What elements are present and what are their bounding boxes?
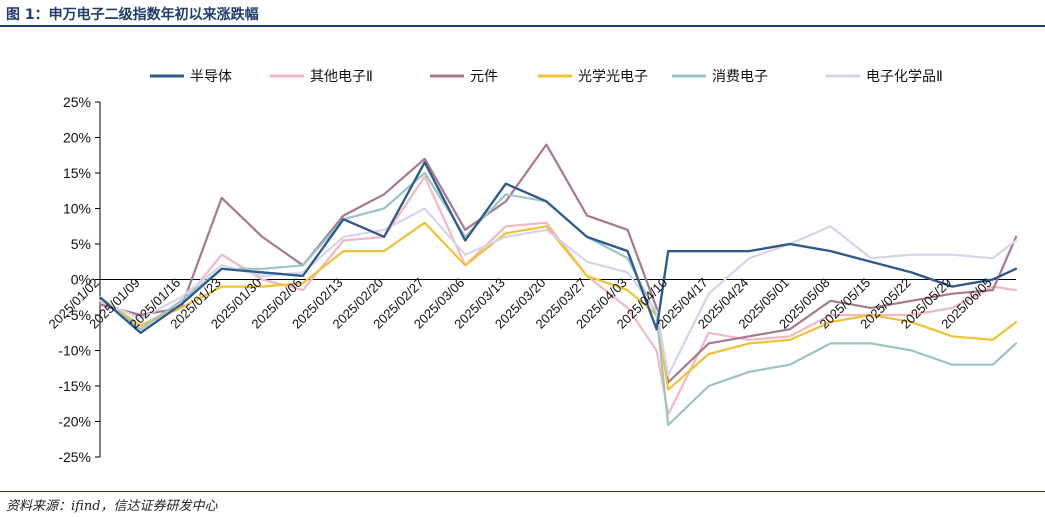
figure-title: 图 1：申万电子二级指数年初以来涨跌幅 (6, 7, 259, 23)
legend-label-2: 元件 (470, 69, 498, 85)
y-tick-label: -5% (66, 307, 91, 323)
legend-label-0: 半导体 (190, 69, 232, 85)
top-rule (0, 25, 1045, 27)
y-tick-label: 5% (71, 236, 91, 252)
line-chart: 半导体 其他电子Ⅱ 元件 光学光电子 消费电子 电子化学品Ⅱ 25% 20% 15% 10% 5%… (45, 69, 1018, 465)
plot-area: 25%20%15%10%5%0%-5%-10%-15%-20%-25%2025/… (45, 94, 1018, 465)
y-tick-label: 0% (71, 272, 91, 288)
y-tick-label: -20% (58, 414, 91, 430)
y-tick-label: 15% (63, 165, 91, 181)
bottom-rule (0, 491, 1045, 492)
series-line-2 (98, 143, 1018, 384)
y-tick-label: 25% (63, 94, 91, 110)
legend-label-3: 光学光电子 (578, 69, 648, 85)
series-line-5 (98, 207, 1018, 377)
series-line-3 (98, 221, 1018, 391)
y-tick-label: -15% (58, 378, 91, 394)
chart-legend: 半导体 其他电子Ⅱ 元件 光学光电子 消费电子 电子化学品Ⅱ (150, 69, 943, 85)
source-note: 资料来源：ifind，信达证券研发中心 (6, 499, 218, 514)
y-tick-label: 20% (63, 130, 91, 146)
series-line-overlay (99, 161, 1017, 334)
legend-label-1: 其他电子Ⅱ (310, 69, 373, 85)
y-tick-label: -10% (58, 343, 91, 359)
legend-label-5: 电子化学品Ⅱ (866, 69, 943, 85)
legend-label-4: 消费电子 (712, 69, 768, 85)
y-tick-label: 10% (63, 201, 91, 217)
y-tick-label: -25% (58, 449, 91, 465)
